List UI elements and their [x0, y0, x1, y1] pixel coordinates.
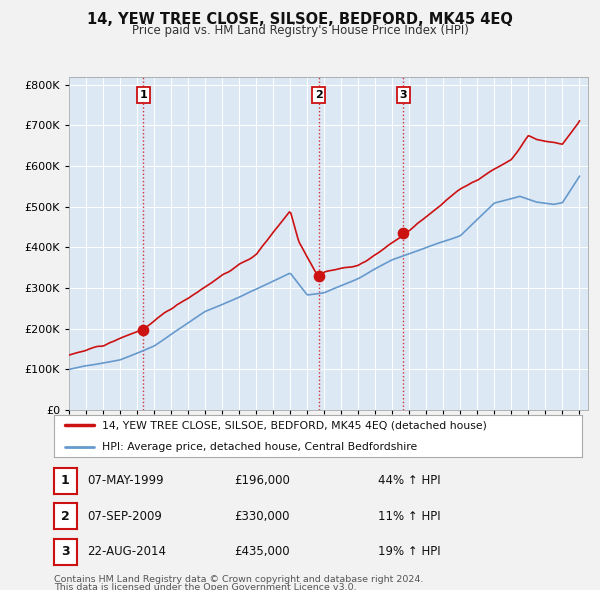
- Text: HPI: Average price, detached house, Central Bedfordshire: HPI: Average price, detached house, Cent…: [101, 442, 417, 451]
- Text: Price paid vs. HM Land Registry's House Price Index (HPI): Price paid vs. HM Land Registry's House …: [131, 24, 469, 37]
- Point: [314, 271, 323, 281]
- Text: 14, YEW TREE CLOSE, SILSOE, BEDFORD, MK45 4EQ: 14, YEW TREE CLOSE, SILSOE, BEDFORD, MK4…: [87, 12, 513, 27]
- Text: 2: 2: [61, 510, 70, 523]
- Text: 3: 3: [61, 545, 70, 558]
- Text: 44% ↑ HPI: 44% ↑ HPI: [378, 474, 440, 487]
- Text: £330,000: £330,000: [234, 510, 290, 523]
- Text: £435,000: £435,000: [234, 545, 290, 558]
- Text: This data is licensed under the Open Government Licence v3.0.: This data is licensed under the Open Gov…: [54, 583, 356, 590]
- Text: 1: 1: [139, 90, 147, 100]
- Text: 2: 2: [315, 90, 323, 100]
- Text: 1: 1: [61, 474, 70, 487]
- Point: [139, 326, 148, 335]
- Point: [398, 228, 408, 238]
- Text: 19% ↑ HPI: 19% ↑ HPI: [378, 545, 440, 558]
- Text: 3: 3: [400, 90, 407, 100]
- Text: 07-SEP-2009: 07-SEP-2009: [87, 510, 162, 523]
- Text: 07-MAY-1999: 07-MAY-1999: [87, 474, 164, 487]
- Text: 22-AUG-2014: 22-AUG-2014: [87, 545, 166, 558]
- Text: 11% ↑ HPI: 11% ↑ HPI: [378, 510, 440, 523]
- Text: 14, YEW TREE CLOSE, SILSOE, BEDFORD, MK45 4EQ (detached house): 14, YEW TREE CLOSE, SILSOE, BEDFORD, MK4…: [101, 421, 487, 430]
- Text: £196,000: £196,000: [234, 474, 290, 487]
- Text: Contains HM Land Registry data © Crown copyright and database right 2024.: Contains HM Land Registry data © Crown c…: [54, 575, 424, 584]
